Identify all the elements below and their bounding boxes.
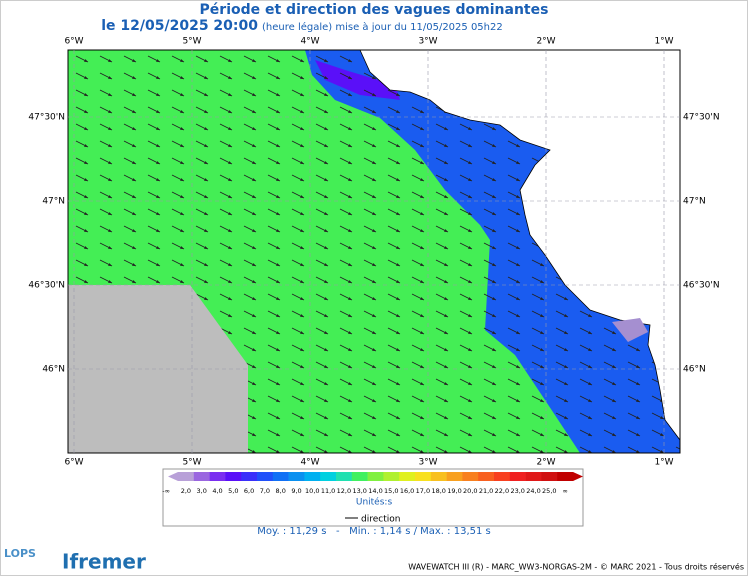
footer: WAVEWATCH III (R) - MARC_WW3-NORGAS-2M -…: [408, 562, 744, 572]
legend-label: 17,0: [416, 487, 430, 495]
lon-label: 3°W: [418, 37, 437, 47]
legend-swatch: [257, 472, 274, 481]
legend-swatch: [209, 472, 226, 481]
legend-swatch: [541, 472, 558, 481]
legend-label: 18,0: [431, 487, 445, 495]
legend-swatch: [320, 472, 337, 481]
lon-label: 5°W: [182, 37, 201, 47]
legend-swatch: [288, 472, 305, 481]
legend-swatch: [462, 472, 479, 481]
legend-label: 11,0: [321, 487, 335, 495]
legend-label: 21,0: [479, 487, 493, 495]
lat-label: 47°30'N: [683, 113, 720, 123]
lat-label: 46°30'N: [683, 281, 720, 291]
title: Période et direction des vagues dominant…: [200, 2, 549, 18]
lon-label: 2°W: [536, 37, 555, 47]
legend-label: ∞: [562, 487, 567, 495]
lat-label: 47°N: [683, 197, 706, 207]
legend-swatch: [494, 472, 511, 481]
lon-label: 5°W: [182, 458, 201, 468]
lon-label: 1°W: [654, 458, 673, 468]
legend-label: 12,0: [337, 487, 351, 495]
direction-label: direction: [361, 515, 400, 525]
legend-unit: Unités:s: [356, 497, 393, 508]
legend-swatch: [304, 472, 321, 481]
legend-swatch: [241, 472, 258, 481]
update: (heure légale) mise à jour du 11/05/2025…: [262, 21, 503, 33]
legend-label: 2,0: [181, 487, 191, 495]
logo-lops: LOPS: [4, 547, 36, 560]
legend-swatch: [509, 472, 526, 481]
legend-swatch: [272, 472, 289, 481]
legend-swatch: [399, 472, 416, 481]
legend-label: 3,0: [197, 487, 207, 495]
lon-label: 6°W: [64, 458, 83, 468]
lon-label: 3°W: [418, 458, 437, 468]
lon-label: 4°W: [300, 458, 319, 468]
logo-ifremer: Ifremer: [62, 550, 146, 574]
legend-label: 25,0: [542, 487, 556, 495]
lat-label: 47°30'N: [28, 113, 65, 123]
legend-label: 10,0: [305, 487, 319, 495]
legend-label: 6,0: [244, 487, 254, 495]
legend-label: 8,0: [276, 487, 286, 495]
legend-swatch: [478, 472, 495, 481]
legend-label: 5,0: [228, 487, 238, 495]
legend-swatch: [383, 472, 400, 481]
legend-label: 9,0: [291, 487, 301, 495]
legend-label: 4,0: [212, 487, 222, 495]
legend-swatch: [351, 472, 368, 481]
legend-swatch: [367, 472, 384, 481]
legend-swatch: [336, 472, 353, 481]
date: le 12/05/2025 20:00: [101, 18, 258, 34]
legend-label: 19,0: [447, 487, 461, 495]
legend-swatch: [446, 472, 463, 481]
lon-label: 6°W: [64, 37, 83, 47]
lon-label: 1°W: [654, 37, 673, 47]
legend-label: 20,0: [463, 487, 477, 495]
legend-label: 23,0: [510, 487, 524, 495]
lon-label: 4°W: [300, 37, 319, 47]
legend-label: 16,0: [400, 487, 414, 495]
stats: Moy. : 11,29 s - Min. : 1,14 s / Max. : …: [257, 526, 490, 537]
legend-label: 7,0: [260, 487, 270, 495]
legend-label: 13,0: [352, 487, 366, 495]
legend-swatch: [525, 472, 542, 481]
legend-swatch: [193, 472, 210, 481]
legend-end: [168, 472, 178, 481]
lat-label: 47°N: [42, 197, 65, 207]
legend-swatch: [430, 472, 447, 481]
legend-end: [573, 472, 583, 481]
lat-label: 46°30'N: [28, 281, 65, 291]
lat-label: 46°N: [42, 365, 65, 375]
legend-label: 15,0: [384, 487, 398, 495]
legend-swatch: [178, 472, 195, 481]
legend-swatch: [557, 472, 574, 481]
map: [67, 49, 681, 454]
legend-label: 24,0: [526, 487, 540, 495]
legend-label: 22,0: [495, 487, 509, 495]
lon-label: 2°W: [536, 458, 555, 468]
legend-label: -∞: [162, 487, 170, 495]
legend-swatch: [225, 472, 242, 481]
legend-swatch: [415, 472, 432, 481]
legend-label: 14,0: [368, 487, 382, 495]
lat-label: 46°N: [683, 365, 706, 375]
